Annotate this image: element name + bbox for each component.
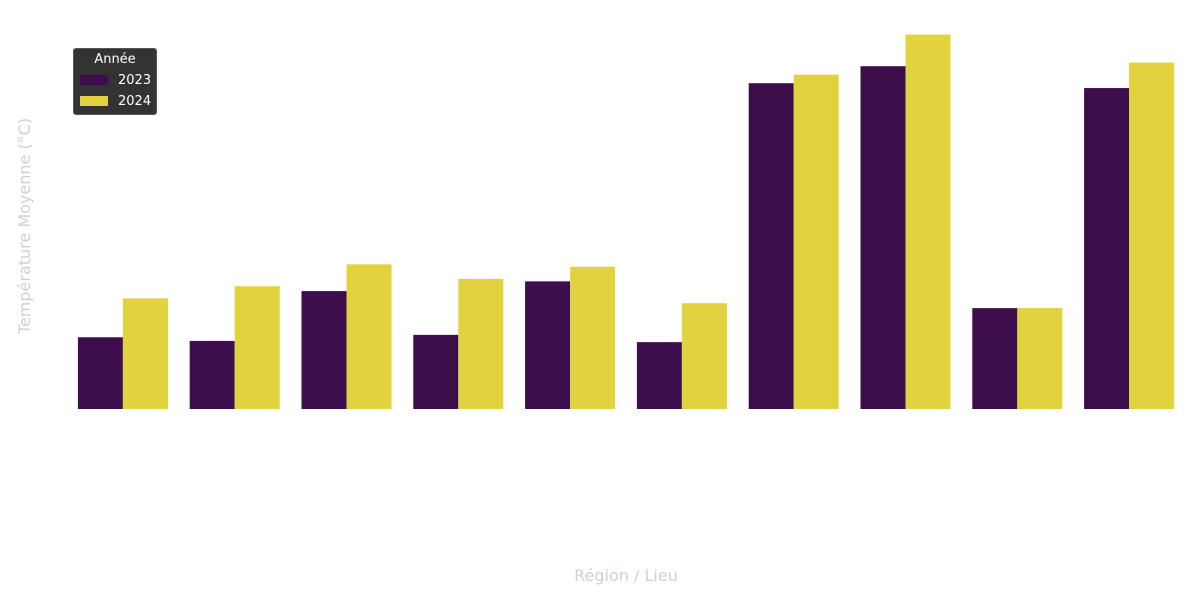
bar-2024-2 [234, 286, 280, 409]
bar-2024-5 [570, 266, 616, 409]
bar-2023-2 [189, 340, 235, 409]
bar-2023-8 [860, 66, 906, 409]
bar-2023-5 [525, 281, 571, 409]
bar-2023-1 [77, 337, 123, 409]
legend-item-2023: 2023 [80, 72, 151, 88]
x-axis-label: Région / Lieu [574, 566, 678, 585]
bar-2023-6 [636, 342, 682, 409]
legend-label-2023: 2023 [118, 72, 152, 88]
bar-2023-7 [748, 83, 794, 410]
bar-2023-3 [301, 291, 347, 409]
legend-label-2024: 2024 [118, 93, 152, 109]
bar-2024-1 [122, 298, 168, 409]
bar-2024-3 [346, 264, 392, 409]
legend-title: Année [94, 52, 136, 67]
bar-2024-9 [1017, 308, 1063, 409]
y-axis-label: Température Moyenne (°C) [15, 118, 34, 335]
bar-2023-10 [1084, 88, 1130, 409]
bar-2024-6 [681, 303, 727, 409]
legend-swatch-2024 [80, 96, 108, 106]
bars-layer [77, 34, 1175, 410]
bar-2023-9 [972, 308, 1018, 409]
bar-2024-7 [793, 74, 839, 409]
legend: Année 2023 2024 [73, 48, 157, 115]
bar-2023-4 [413, 334, 459, 409]
legend-item-2024: 2024 [80, 93, 151, 109]
bar-2024-8 [905, 34, 951, 410]
bar-2024-4 [458, 278, 504, 409]
bar-2024-10 [1129, 62, 1175, 409]
legend-swatch-2023 [80, 75, 108, 85]
